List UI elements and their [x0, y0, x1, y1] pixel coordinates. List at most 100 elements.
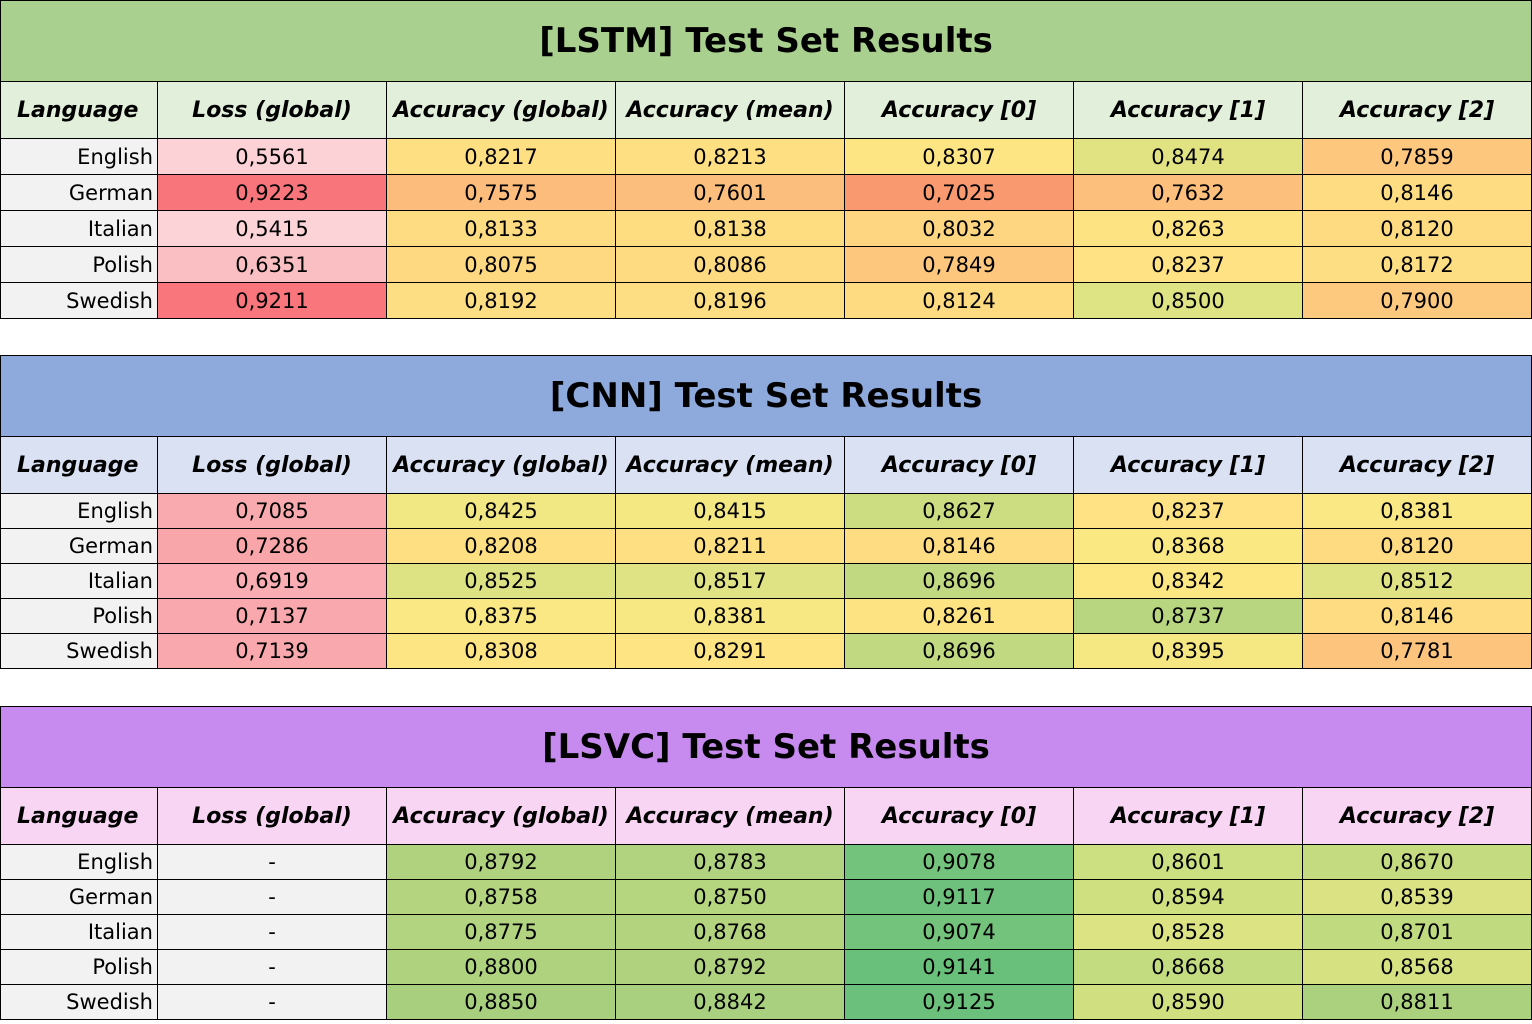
value-cell: 0,8213 [615, 138, 845, 175]
value-cell: 0,8368 [1073, 528, 1303, 564]
value-cell: 0,6919 [157, 563, 387, 599]
table-row: Italian -0,8775 0,8768 0,9074 0,8528 0,8701 [0, 914, 1532, 950]
lstm-table-title: [LSTM] Test Set Results [0, 0, 1532, 82]
table-row: Polish 0,7137 0,8375 0,8381 0,8261 0,8737 0,81… [0, 598, 1532, 634]
value-cell: 0,8381 [615, 598, 845, 634]
value-cell: 0,8415 [615, 493, 845, 529]
table-row: Swedish 0,7139 0,8308 0,8291 0,8696 0,8395 0,7… [0, 633, 1532, 669]
value-cell: 0,8737 [1073, 598, 1303, 634]
column-header-accuracy-2: Accuracy [2] [1301, 436, 1532, 494]
column-header-accuracy-global: Accuracy (global) [386, 787, 616, 845]
value-cell: 0,7025 [844, 174, 1074, 211]
table-row: English 0,7085 0,8425 0,8415 0,8627 0,8237 0,8… [0, 493, 1532, 529]
value-cell: 0,8850 [386, 984, 616, 1020]
value-cell: 0,8086 [615, 246, 845, 283]
value-cell: 0,8261 [844, 598, 1074, 634]
column-header-accuracy-mean: Accuracy (mean) [615, 787, 845, 845]
value-cell: 0,8211 [615, 528, 845, 564]
table-row: Italian 0,5415 0,8133 0,8138 0,8032 0,8263 0,8… [0, 210, 1532, 247]
column-header-accuracy-mean: Accuracy (mean) [615, 81, 845, 139]
value-cell: 0,9141 [844, 949, 1074, 985]
value-cell: 0,8146 [1301, 598, 1532, 634]
value-cell: 0,8701 [1302, 914, 1532, 950]
value-cell: 0,8032 [844, 210, 1074, 247]
value-cell: 0,8525 [386, 563, 616, 599]
language-cell: English [0, 493, 158, 529]
table-row: Polish 0,6351 0,8075 0,8086 0,7849 0,8237 0,81… [0, 246, 1532, 283]
value-cell: - [157, 844, 387, 880]
value-cell: 0,8811 [1302, 984, 1532, 1020]
table-row: English -0,8792 0,8783 0,9078 0,8601 0,8670 [0, 844, 1532, 880]
value-cell: 0,7085 [157, 493, 387, 529]
table-row: Swedish 0,9211 0,8192 0,8196 0,8124 0,8500 0,7… [0, 282, 1532, 319]
value-cell: 0,7900 [1301, 282, 1532, 319]
value-cell: 0,8208 [386, 528, 616, 564]
value-cell: 0,7601 [615, 174, 845, 211]
column-header-language: Language [0, 787, 158, 845]
column-header-accuracy-1: Accuracy [1] [1073, 787, 1303, 845]
value-cell: 0,8172 [1301, 246, 1532, 283]
value-cell: 0,8792 [615, 949, 845, 985]
column-header-accuracy-global: Accuracy (global) [386, 436, 616, 494]
value-cell: 0,8594 [1073, 879, 1303, 915]
language-cell: German [0, 528, 158, 564]
value-cell: 0,8307 [844, 138, 1074, 175]
column-header-language: Language [0, 436, 158, 494]
value-cell: 0,8217 [386, 138, 616, 175]
value-cell: 0,8133 [386, 210, 616, 247]
value-cell: 0,8075 [386, 246, 616, 283]
value-cell: 0,8750 [615, 879, 845, 915]
value-cell: 0,8263 [1073, 210, 1303, 247]
value-cell: 0,8670 [1302, 844, 1532, 880]
value-cell: 0,9211 [157, 282, 387, 319]
value-cell: 0,7859 [1301, 138, 1532, 175]
language-cell: Italian [0, 210, 158, 247]
value-cell: 0,6351 [157, 246, 387, 283]
value-cell: 0,8395 [1073, 633, 1303, 669]
value-cell: 0,8627 [844, 493, 1074, 529]
column-header-loss-global: Loss (global) [157, 81, 387, 139]
language-cell: Swedish [0, 984, 158, 1020]
value-cell: 0,9223 [157, 174, 387, 211]
value-cell: 0,8291 [615, 633, 845, 669]
value-cell: 0,7139 [157, 633, 387, 669]
language-cell: Polish [0, 598, 158, 634]
table-row: Polish -0,8800 0,8792 0,9141 0,8668 0,8568 [0, 949, 1532, 985]
language-cell: Swedish [0, 282, 158, 319]
value-cell: 0,8138 [615, 210, 845, 247]
value-cell: 0,8668 [1073, 949, 1303, 985]
value-cell: 0,8768 [615, 914, 845, 950]
value-cell: 0,8601 [1073, 844, 1303, 880]
table-row: Swedish -0,8850 0,8842 0,9125 0,8590 0,8811 [0, 984, 1532, 1020]
column-header-loss-global: Loss (global) [157, 436, 387, 494]
table-row: Italian 0,6919 0,8525 0,8517 0,8696 0,8342 0,8… [0, 563, 1532, 599]
cnn-results-table: [CNN] Test Set Results Language Loss (gl… [0, 355, 1532, 669]
column-header-accuracy-2: Accuracy [2] [1302, 787, 1532, 845]
value-cell: 0,8792 [386, 844, 616, 880]
value-cell: 0,9117 [844, 879, 1074, 915]
value-cell: - [157, 984, 387, 1020]
value-cell: 0,8381 [1301, 493, 1532, 529]
language-cell: German [0, 174, 158, 211]
language-cell: English [0, 138, 158, 175]
value-cell: - [157, 949, 387, 985]
language-cell: Italian [0, 914, 158, 950]
table-row: English 0,5561 0,8217 0,8213 0,8307 0,8474 0,7… [0, 138, 1532, 175]
value-cell: 0,8146 [844, 528, 1074, 564]
value-cell: 0,7286 [157, 528, 387, 564]
value-cell: 0,8120 [1301, 528, 1532, 564]
column-header-accuracy-1: Accuracy [1] [1073, 436, 1303, 494]
column-header-accuracy-global: Accuracy (global) [386, 81, 616, 139]
value-cell: 0,8568 [1302, 949, 1532, 985]
value-cell: 0,8425 [386, 493, 616, 529]
column-header-loss-global: Loss (global) [157, 787, 387, 845]
column-header-accuracy-0: Accuracy [0] [844, 81, 1074, 139]
table-row: German 0,9223 0,7575 0,7601 0,7025 0,7632 0,81… [0, 174, 1532, 211]
value-cell: 0,8196 [615, 282, 845, 319]
language-cell: Polish [0, 246, 158, 283]
value-cell: 0,7781 [1301, 633, 1532, 669]
value-cell: 0,8590 [1073, 984, 1303, 1020]
value-cell: 0,8783 [615, 844, 845, 880]
language-cell: Swedish [0, 633, 158, 669]
value-cell: 0,8758 [386, 879, 616, 915]
